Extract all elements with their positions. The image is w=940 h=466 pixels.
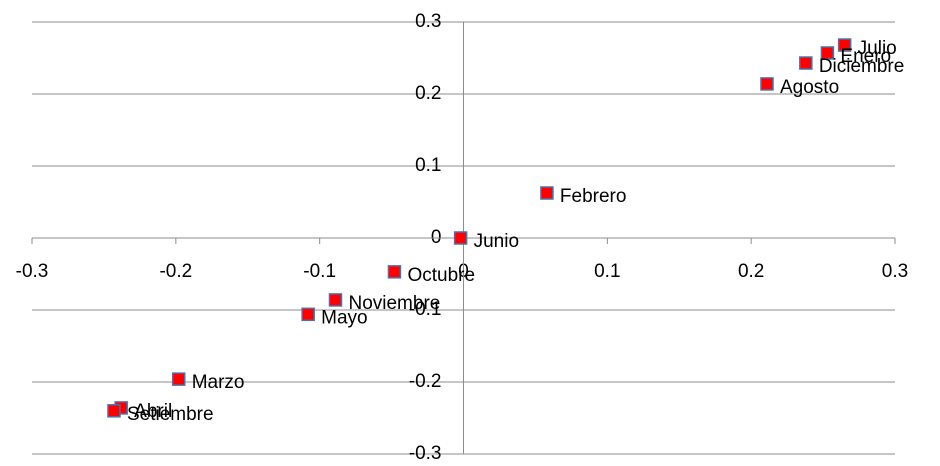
x-tick-label: 0.1 [594,261,620,282]
point [799,56,813,70]
x-tick-label: -0.2 [159,261,192,282]
y-tick-label: -0.1 [409,299,442,320]
point-label: Mayo [321,307,367,328]
point [837,38,852,52]
x-tick-label: -0.3 [16,261,49,282]
point-label: Noviembre [348,293,440,314]
x-tick-label: -0.1 [303,261,336,282]
point-label: Agosto [780,77,839,98]
point-label: Enero [840,46,891,67]
point-label: Julio [858,38,897,59]
point-label: Diciembre [819,56,905,77]
y-tick-label: -0.3 [409,443,442,464]
point [820,46,835,60]
point-label: Octubre [407,265,475,286]
point-label: Abril [134,401,172,422]
x-tick-label: 0.2 [738,261,764,282]
y-tick-label: 0.3 [415,11,441,32]
point [171,372,186,386]
point [328,293,343,307]
point [760,77,774,91]
y-tick-label: 0.2 [415,83,441,104]
y-tick-label: -0.2 [409,371,442,392]
point-label: Febrero [560,186,627,207]
point [453,231,468,245]
point-label: Setiembre [127,404,214,425]
y-tick-label: 0.1 [415,155,441,176]
point-label: Junio [474,231,519,252]
x-tick-label: 0.3 [882,261,908,282]
point [387,265,402,279]
point [540,186,554,200]
point-label: Marzo [192,372,245,393]
point [301,307,315,322]
point [107,404,121,418]
